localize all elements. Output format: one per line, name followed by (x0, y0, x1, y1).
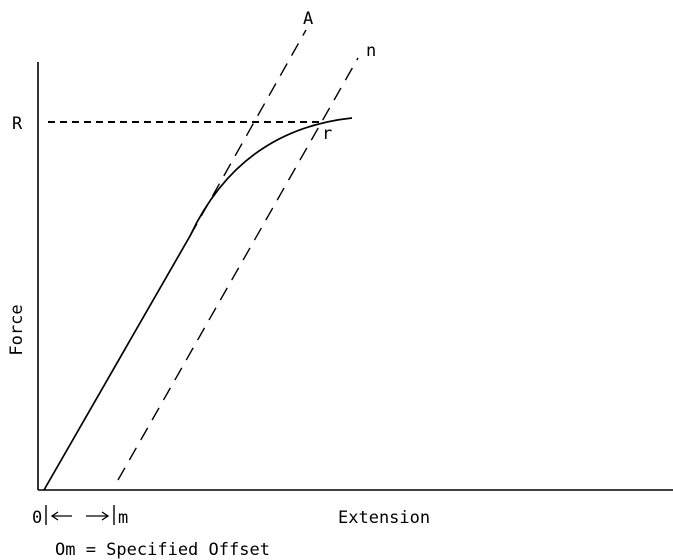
label-a: A (303, 9, 313, 29)
offset-line-n (117, 57, 359, 481)
label-m: m (118, 508, 128, 528)
offset-right-arrow (86, 511, 110, 521)
tangent-line-a (189, 29, 307, 237)
offset-left-arrow (50, 511, 72, 521)
force-extension-curve (43, 117, 353, 491)
label-origin: 0 (32, 508, 42, 528)
label-n: n (366, 41, 376, 61)
x-axis-label: Extension (338, 508, 430, 528)
label-r-axis: R (12, 114, 23, 134)
y-axis-label: Force (7, 304, 27, 355)
label-r-curve: r (322, 124, 332, 144)
caption: Om = Specified Offset (55, 540, 270, 560)
